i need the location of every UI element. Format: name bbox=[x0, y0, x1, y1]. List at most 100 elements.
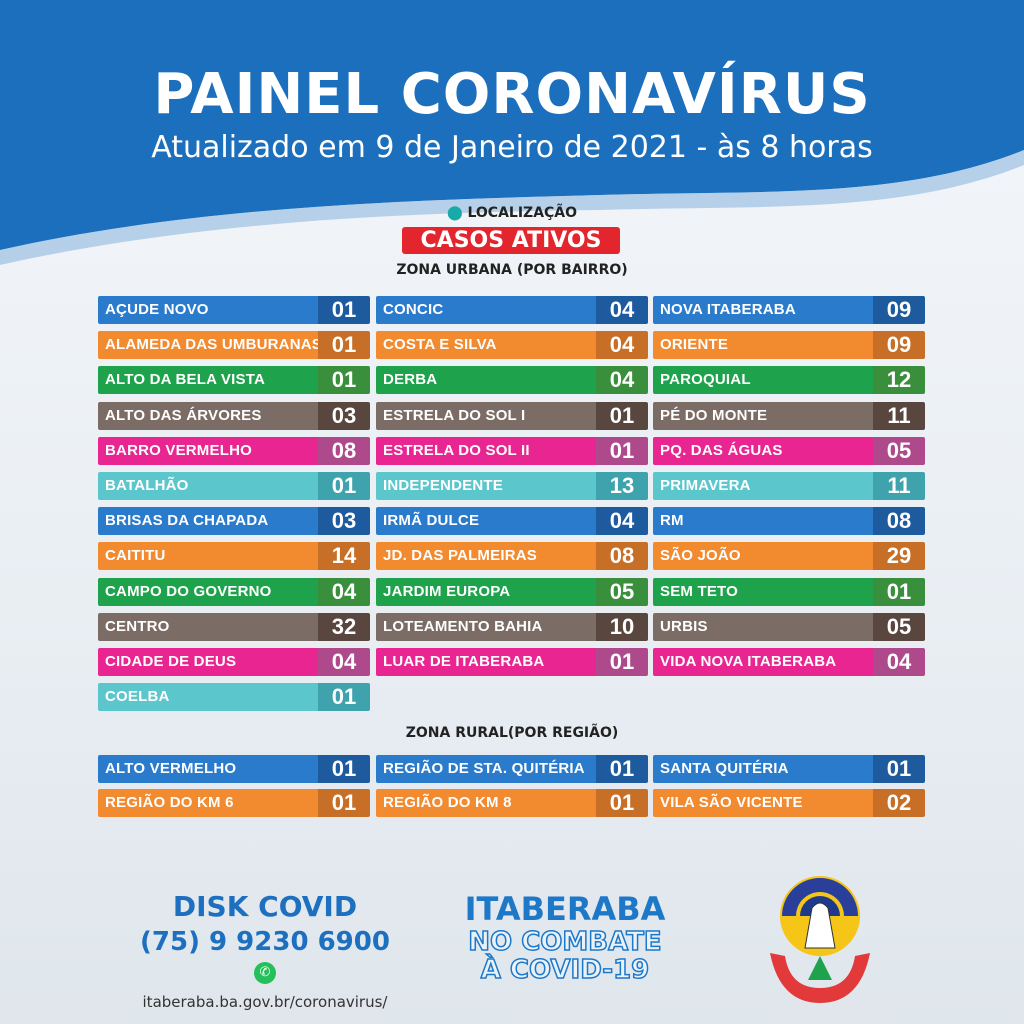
urban-row: CONCIC 04 bbox=[376, 296, 648, 324]
urban-row: SEM TETO 01 bbox=[653, 577, 925, 606]
case-count: 01 bbox=[873, 755, 925, 783]
case-count: 01 bbox=[318, 296, 370, 324]
disk-covid-block: DISK COVID (75) 9 9230 6900 ✆ itaberaba.… bbox=[130, 890, 400, 1011]
urban-row: JD. DAS PALMEIRAS 08 bbox=[376, 542, 648, 571]
phone-number[interactable]: (75) 9 9230 6900 ✆ bbox=[130, 927, 400, 987]
case-count: 32 bbox=[318, 612, 370, 641]
case-count: 13 bbox=[596, 472, 648, 500]
neighborhood-name: PRIMAVERA bbox=[653, 472, 873, 500]
neighborhood-name: RM bbox=[653, 507, 873, 536]
case-count: 04 bbox=[596, 366, 648, 395]
urban-row: ESTRELA DO SOL II 01 bbox=[376, 436, 648, 465]
active-cases-badge: CASOS ATIVOS bbox=[402, 227, 620, 254]
neighborhood-name: PÉ DO MONTE bbox=[653, 401, 873, 430]
neighborhood-name: COELBA bbox=[98, 683, 318, 712]
disk-covid-label: DISK COVID bbox=[172, 890, 358, 923]
neighborhood-name: REGIÃO DO KM 8 bbox=[376, 789, 596, 817]
rural-row: ALTO VERMELHO 01 bbox=[98, 755, 370, 783]
page-title: PAINEL CORONAVÍRUS bbox=[153, 62, 871, 127]
urban-row: ALTO DA BELA VISTA 01 bbox=[98, 366, 370, 395]
website-link[interactable]: itaberaba.ba.gov.br/coronavirus/ bbox=[142, 993, 388, 1011]
neighborhood-name: JD. DAS PALMEIRAS bbox=[376, 542, 596, 571]
urban-row: PQ. DAS ÁGUAS 05 bbox=[653, 436, 925, 465]
case-count: 04 bbox=[318, 577, 370, 606]
rural-row: REGIÃO DO KM 6 01 bbox=[98, 789, 370, 817]
case-count: 08 bbox=[318, 436, 370, 465]
neighborhood-name: JARDIM EUROPA bbox=[376, 577, 596, 606]
slogan-line-1: NO COMBATE bbox=[468, 927, 663, 957]
neighborhood-name: CONCIC bbox=[376, 296, 596, 324]
urban-row: ORIENTE 09 bbox=[653, 331, 925, 360]
phone-text: (75) 9 9230 6900 bbox=[140, 927, 390, 957]
neighborhood-name: VILA SÃO VICENTE bbox=[653, 789, 873, 817]
urban-row: IRMÃ DULCE 04 bbox=[376, 507, 648, 536]
urban-row: LUAR DE ITABERABA 01 bbox=[376, 648, 648, 676]
urban-row: DERBA 04 bbox=[376, 366, 648, 395]
case-count: 01 bbox=[318, 366, 370, 395]
case-count: 01 bbox=[596, 789, 648, 817]
neighborhood-name: AÇUDE NOVO bbox=[98, 296, 318, 324]
neighborhood-name: VIDA NOVA ITABERABA bbox=[653, 648, 873, 676]
neighborhood-name: BATALHÃO bbox=[98, 472, 318, 500]
urban-row: PRIMAVERA 11 bbox=[653, 472, 925, 500]
rural-row: SANTA QUITÉRIA 01 bbox=[653, 755, 925, 783]
case-count: 05 bbox=[596, 577, 648, 606]
urban-row: ESTRELA DO SOL I 01 bbox=[376, 401, 648, 430]
urban-row: LOTEAMENTO BAHIA 10 bbox=[376, 612, 648, 641]
neighborhood-name: SANTA QUITÉRIA bbox=[653, 755, 873, 783]
case-count: 10 bbox=[596, 612, 648, 641]
case-count: 04 bbox=[596, 296, 648, 324]
case-count: 08 bbox=[596, 542, 648, 571]
case-count: 08 bbox=[873, 507, 925, 536]
urban-row: JARDIM EUROPA 05 bbox=[376, 577, 648, 606]
location-pin-icon: ⬤ bbox=[446, 205, 463, 221]
neighborhood-name: ALTO VERMELHO bbox=[98, 755, 318, 783]
slogan-line-2: À COVID-19 bbox=[480, 955, 650, 985]
urban-row: COELBA 01 bbox=[98, 683, 370, 712]
case-count: 05 bbox=[873, 436, 925, 465]
header-banner: PAINEL CORONAVÍRUS Atualizado em 9 de Ja… bbox=[0, 0, 1024, 265]
rural-zone-title: ZONA RURAL(POR REGIÃO) bbox=[405, 725, 619, 741]
case-count: 04 bbox=[873, 648, 925, 676]
neighborhood-name: ORIENTE bbox=[653, 331, 873, 360]
case-count: 11 bbox=[873, 472, 925, 500]
urban-row: VIDA NOVA ITABERABA 04 bbox=[653, 648, 925, 676]
neighborhood-name: ALAMEDA DAS UMBURANAS bbox=[98, 331, 318, 360]
case-count: 03 bbox=[318, 401, 370, 430]
urban-row: URBIS 05 bbox=[653, 612, 925, 641]
neighborhood-name: BARRO VERMELHO bbox=[98, 436, 318, 465]
case-count: 29 bbox=[873, 542, 925, 571]
update-subtitle: Atualizado em 9 de Janeiro de 2021 - às … bbox=[151, 130, 873, 165]
case-count: 01 bbox=[596, 436, 648, 465]
urban-row: AÇUDE NOVO 01 bbox=[98, 296, 370, 324]
case-count: 01 bbox=[318, 331, 370, 360]
case-count: 04 bbox=[596, 331, 648, 360]
urban-row: CIDADE DE DEUS 04 bbox=[98, 648, 370, 676]
case-count: 01 bbox=[596, 648, 648, 676]
urban-row: BATALHÃO 01 bbox=[98, 472, 370, 500]
urban-row: PÉ DO MONTE 11 bbox=[653, 401, 925, 430]
neighborhood-name: URBIS bbox=[653, 612, 873, 641]
urban-row: NOVA ITABERABA 09 bbox=[653, 296, 925, 324]
case-count: 01 bbox=[318, 789, 370, 817]
case-count: 01 bbox=[318, 472, 370, 500]
urban-row: CAITITU 14 bbox=[98, 542, 370, 571]
neighborhood-name: BRISAS DA CHAPADA bbox=[98, 507, 318, 536]
neighborhood-name: CAMPO DO GOVERNO bbox=[98, 577, 318, 606]
city-seal-logo bbox=[770, 876, 870, 1003]
neighborhood-name: SEM TETO bbox=[653, 577, 873, 606]
neighborhood-name: ESTRELA DO SOL II bbox=[376, 436, 596, 465]
rural-row: VILA SÃO VICENTE 02 bbox=[653, 789, 925, 817]
case-count: 14 bbox=[318, 542, 370, 571]
location-label: ⬤ LOCALIZAÇÃO bbox=[0, 205, 1024, 221]
case-count: 04 bbox=[318, 648, 370, 676]
urban-zone-title: ZONA URBANA (POR BAIRRO) bbox=[396, 262, 628, 278]
case-count: 04 bbox=[596, 507, 648, 536]
campaign-logo: ITABERABA NO COMBATE À COVID-19 bbox=[440, 890, 690, 985]
neighborhood-name: CENTRO bbox=[98, 612, 318, 641]
neighborhood-name: COSTA E SILVA bbox=[376, 331, 596, 360]
header-wave bbox=[0, 0, 1024, 265]
neighborhood-name: ESTRELA DO SOL I bbox=[376, 401, 596, 430]
urban-row: ALAMEDA DAS UMBURANAS 01 bbox=[98, 331, 370, 360]
case-count: 01 bbox=[873, 577, 925, 606]
